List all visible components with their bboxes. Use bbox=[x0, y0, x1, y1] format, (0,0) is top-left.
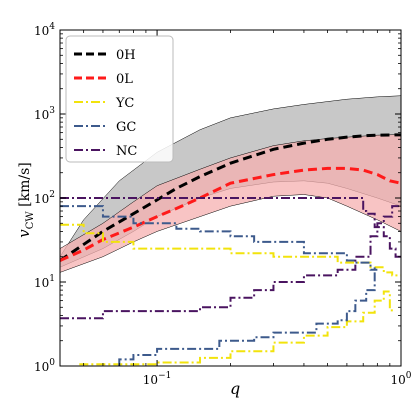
series-gc-curve-2 bbox=[118, 266, 378, 366]
series-0l-line bbox=[60, 166, 401, 262]
series-gc-curve-1 bbox=[60, 205, 378, 271]
legend-label-nc: NC bbox=[116, 144, 137, 159]
series-nc-curve-1 bbox=[60, 197, 401, 258]
ticks-layer: 100 101 102 103 104 10−1 100 bbox=[34, 22, 412, 387]
legend-label-0h: 0H bbox=[116, 48, 136, 63]
series-yc-curve-1 bbox=[60, 223, 401, 277]
y-tick-label: 101 bbox=[34, 274, 55, 290]
y-tick-label: 102 bbox=[34, 190, 55, 206]
y-tick-label: 103 bbox=[34, 106, 55, 122]
y-axis-label: vCW [km/s] bbox=[15, 162, 36, 237]
series-nc-curve-2 bbox=[60, 205, 401, 320]
x-tick-label: 100 bbox=[390, 371, 411, 387]
legend-label-yc: YC bbox=[115, 96, 134, 111]
y-tick-label: 104 bbox=[34, 22, 55, 38]
legend-label-0l: 0L bbox=[116, 72, 133, 87]
legend: 0H 0L YC GC NC bbox=[65, 35, 174, 163]
series-yc-curve-2 bbox=[79, 290, 394, 366]
x-axis-label: q bbox=[230, 379, 240, 398]
series-0h-line bbox=[60, 133, 401, 262]
svg-text:vCW [km/s]: vCW [km/s] bbox=[15, 162, 36, 237]
x-tick-label: 10−1 bbox=[143, 371, 172, 387]
series-layer bbox=[60, 133, 401, 366]
legend-label-gc: GC bbox=[116, 120, 136, 135]
y-tick-label: 100 bbox=[34, 358, 55, 374]
legend-box bbox=[65, 35, 174, 163]
